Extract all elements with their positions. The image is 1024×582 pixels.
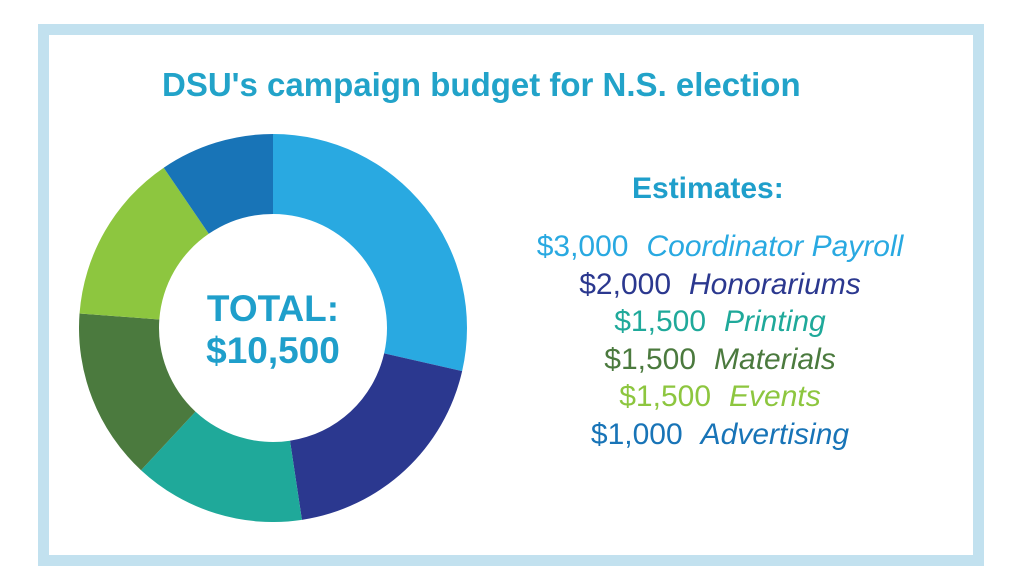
legend-label: Coordinator Payroll [646,230,904,263]
legend-item: $1,000 Advertising [476,416,964,454]
legend-label: Honorariums [689,267,861,301]
legend-amount: $2,000 [579,267,672,301]
legend-item: $1,500 Events [476,378,964,416]
legend-label: Events [729,380,821,413]
total-caption: TOTAL: [206,288,340,329]
donut-slice-advertising [163,134,273,234]
donut-slice-honorariums [289,353,463,520]
estimates-heading: Estimates: [632,172,784,205]
estimates-list: $3,000 Coordinator Payroll $2,000 Honora… [476,228,964,453]
legend-amount: $1,000 [590,417,683,451]
legend-label: Advertising [700,417,850,451]
legend-item: $2,000 Honorariums [476,266,964,304]
donut-chart [79,134,467,522]
donut-slice-coordinator-payroll [273,134,467,372]
legend-amount: $1,500 [604,342,697,376]
total-value: $10,500 [206,330,340,371]
legend-label: Printing [724,305,826,338]
legend-amount: $1,500 [614,305,707,338]
legend-amount: $3,000 [536,230,629,263]
chart-title: DSU's campaign budget for N.S. election [162,66,801,103]
donut-slice-printing [141,411,302,522]
legend-item: $1,500 Printing [476,303,964,341]
donut-slice-events [79,167,209,320]
legend-label: Materials [714,342,836,376]
total-label: TOTAL: $10,500 [173,288,373,372]
donut-slice-materials [79,313,196,471]
legend-item: $3,000 Coordinator Payroll [476,228,964,266]
legend-item: $1,500 Materials [476,341,964,379]
legend-amount: $1,500 [619,380,712,413]
